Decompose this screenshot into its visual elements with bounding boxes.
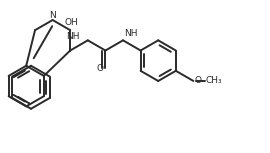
Text: N: N [49, 11, 56, 20]
Text: CH₃: CH₃ [205, 76, 222, 86]
Text: O: O [195, 76, 202, 86]
Text: OH: OH [64, 18, 78, 27]
Text: O: O [96, 64, 103, 73]
Text: NH: NH [124, 29, 138, 38]
Text: NH: NH [66, 32, 80, 41]
